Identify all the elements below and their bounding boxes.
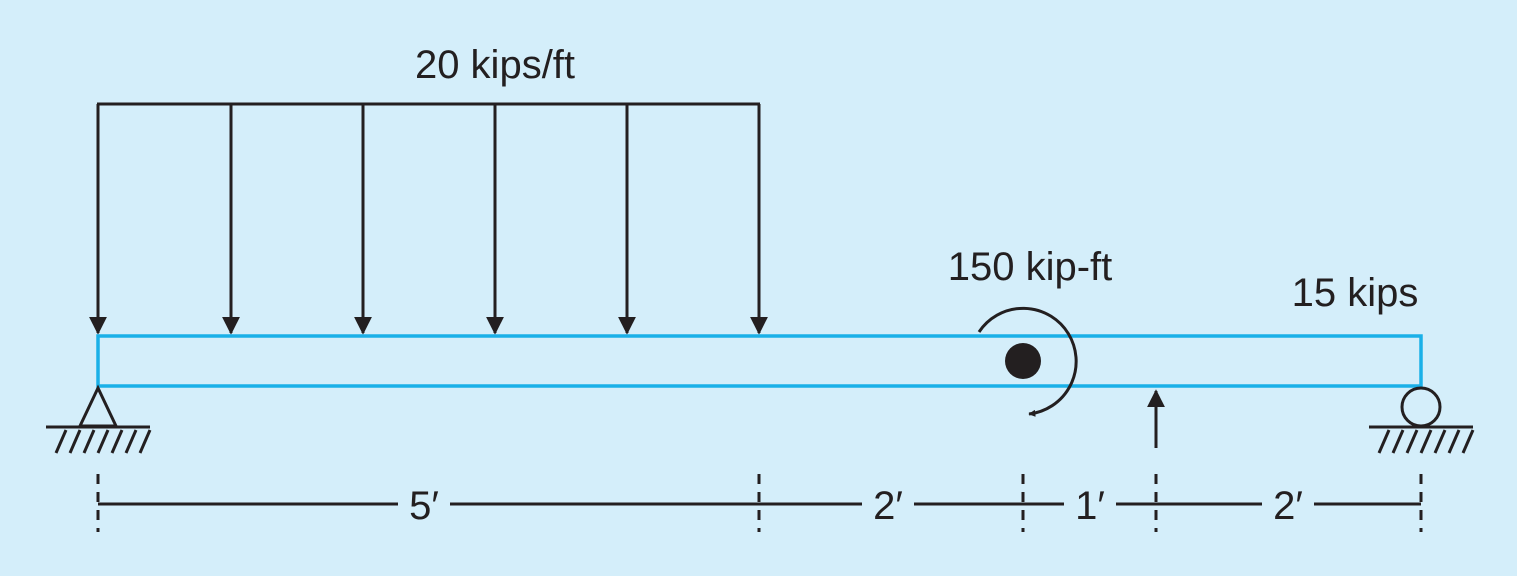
dimension-label: 2′ [873, 484, 903, 528]
pin-support [46, 384, 152, 454]
pin-support-triangle [77, 384, 119, 428]
dimension-label: 5′ [409, 484, 439, 528]
dimension-label: 1′ [1075, 484, 1105, 528]
roller-support [1369, 386, 1475, 454]
concentrated-moment: 150 kip-ft [948, 245, 1113, 417]
beam [96, 334, 1423, 388]
moment-label: 150 kip-ft [948, 245, 1113, 289]
distributed-load: 20 kips/ft [89, 43, 768, 335]
pin-support-hatching [54, 429, 152, 454]
point-load-label: 15 kips [1292, 271, 1419, 315]
moment-point [1005, 343, 1041, 379]
point-load: 15 kips [1147, 271, 1419, 448]
dimension-line: 5′ 2′ 1′ 2′ [96, 474, 1423, 532]
roller-support-hatching [1377, 429, 1475, 454]
moment-arrow-arc [977, 306, 1078, 417]
distributed-load-arrows [89, 104, 768, 335]
roller-support-wheel [1400, 386, 1442, 428]
distributed-load-label: 20 kips/ft [415, 43, 575, 87]
dimension-label: 2′ [1273, 484, 1303, 528]
